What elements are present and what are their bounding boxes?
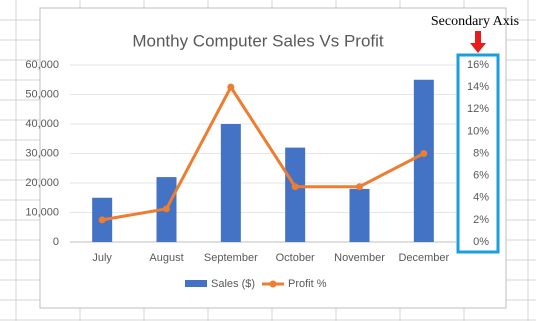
- y-tick-label: 40,000: [25, 118, 59, 130]
- x-tick-label: August: [149, 252, 183, 264]
- highlight-box: [456, 53, 500, 254]
- y2-tick-label: 10%: [467, 125, 489, 137]
- legend-label: Sales ($): [211, 278, 255, 290]
- y2-tick-label: 16%: [467, 59, 489, 71]
- legend-swatch: [185, 280, 207, 287]
- legend-swatch: [269, 280, 277, 288]
- x-tick-label: October: [276, 252, 315, 264]
- y2-tick-label: 12%: [467, 103, 489, 115]
- y2-tick-label: 14%: [467, 81, 489, 93]
- bar: [413, 79, 434, 242]
- x-tick-label: December: [398, 252, 449, 264]
- y-tick-label: 0: [53, 236, 59, 248]
- bar: [349, 188, 370, 242]
- marker: [291, 183, 299, 191]
- y2-tick-label: 6%: [473, 170, 489, 182]
- y2-tick-label: 8%: [473, 147, 489, 159]
- y-tick-label: 10,000: [25, 206, 59, 218]
- marker: [356, 183, 363, 191]
- annotation: Secondary Axis: [431, 14, 519, 29]
- chart-title: Monthy Computer Sales Vs Profit: [132, 31, 384, 50]
- y2-tick-label: 2%: [473, 214, 489, 226]
- marker: [163, 205, 170, 213]
- y-tick-label: 50,000: [25, 88, 59, 100]
- arrow: [470, 31, 486, 53]
- y-tick-label: 20,000: [25, 177, 59, 189]
- y2-tick-label: 4%: [473, 192, 489, 204]
- y-tick-label: 30,000: [25, 147, 59, 159]
- line: [101, 84, 425, 222]
- marker: [420, 150, 428, 157]
- plot: 0 10,000 20,000 30,000 40,000 50,000 60,000 0% 2…: [25, 59, 489, 290]
- bar: [285, 147, 306, 242]
- y-tick-label: 60,000: [25, 59, 59, 71]
- x-tick-label: November: [334, 252, 385, 264]
- marker: [98, 216, 106, 224]
- legend-label: Profit %: [288, 278, 327, 290]
- marker: [227, 83, 235, 91]
- x-tick-label: July: [92, 252, 112, 264]
- y2-tick-label: 0%: [473, 236, 489, 248]
- x-tick-label: September: [204, 252, 258, 264]
- bar: [220, 124, 241, 242]
